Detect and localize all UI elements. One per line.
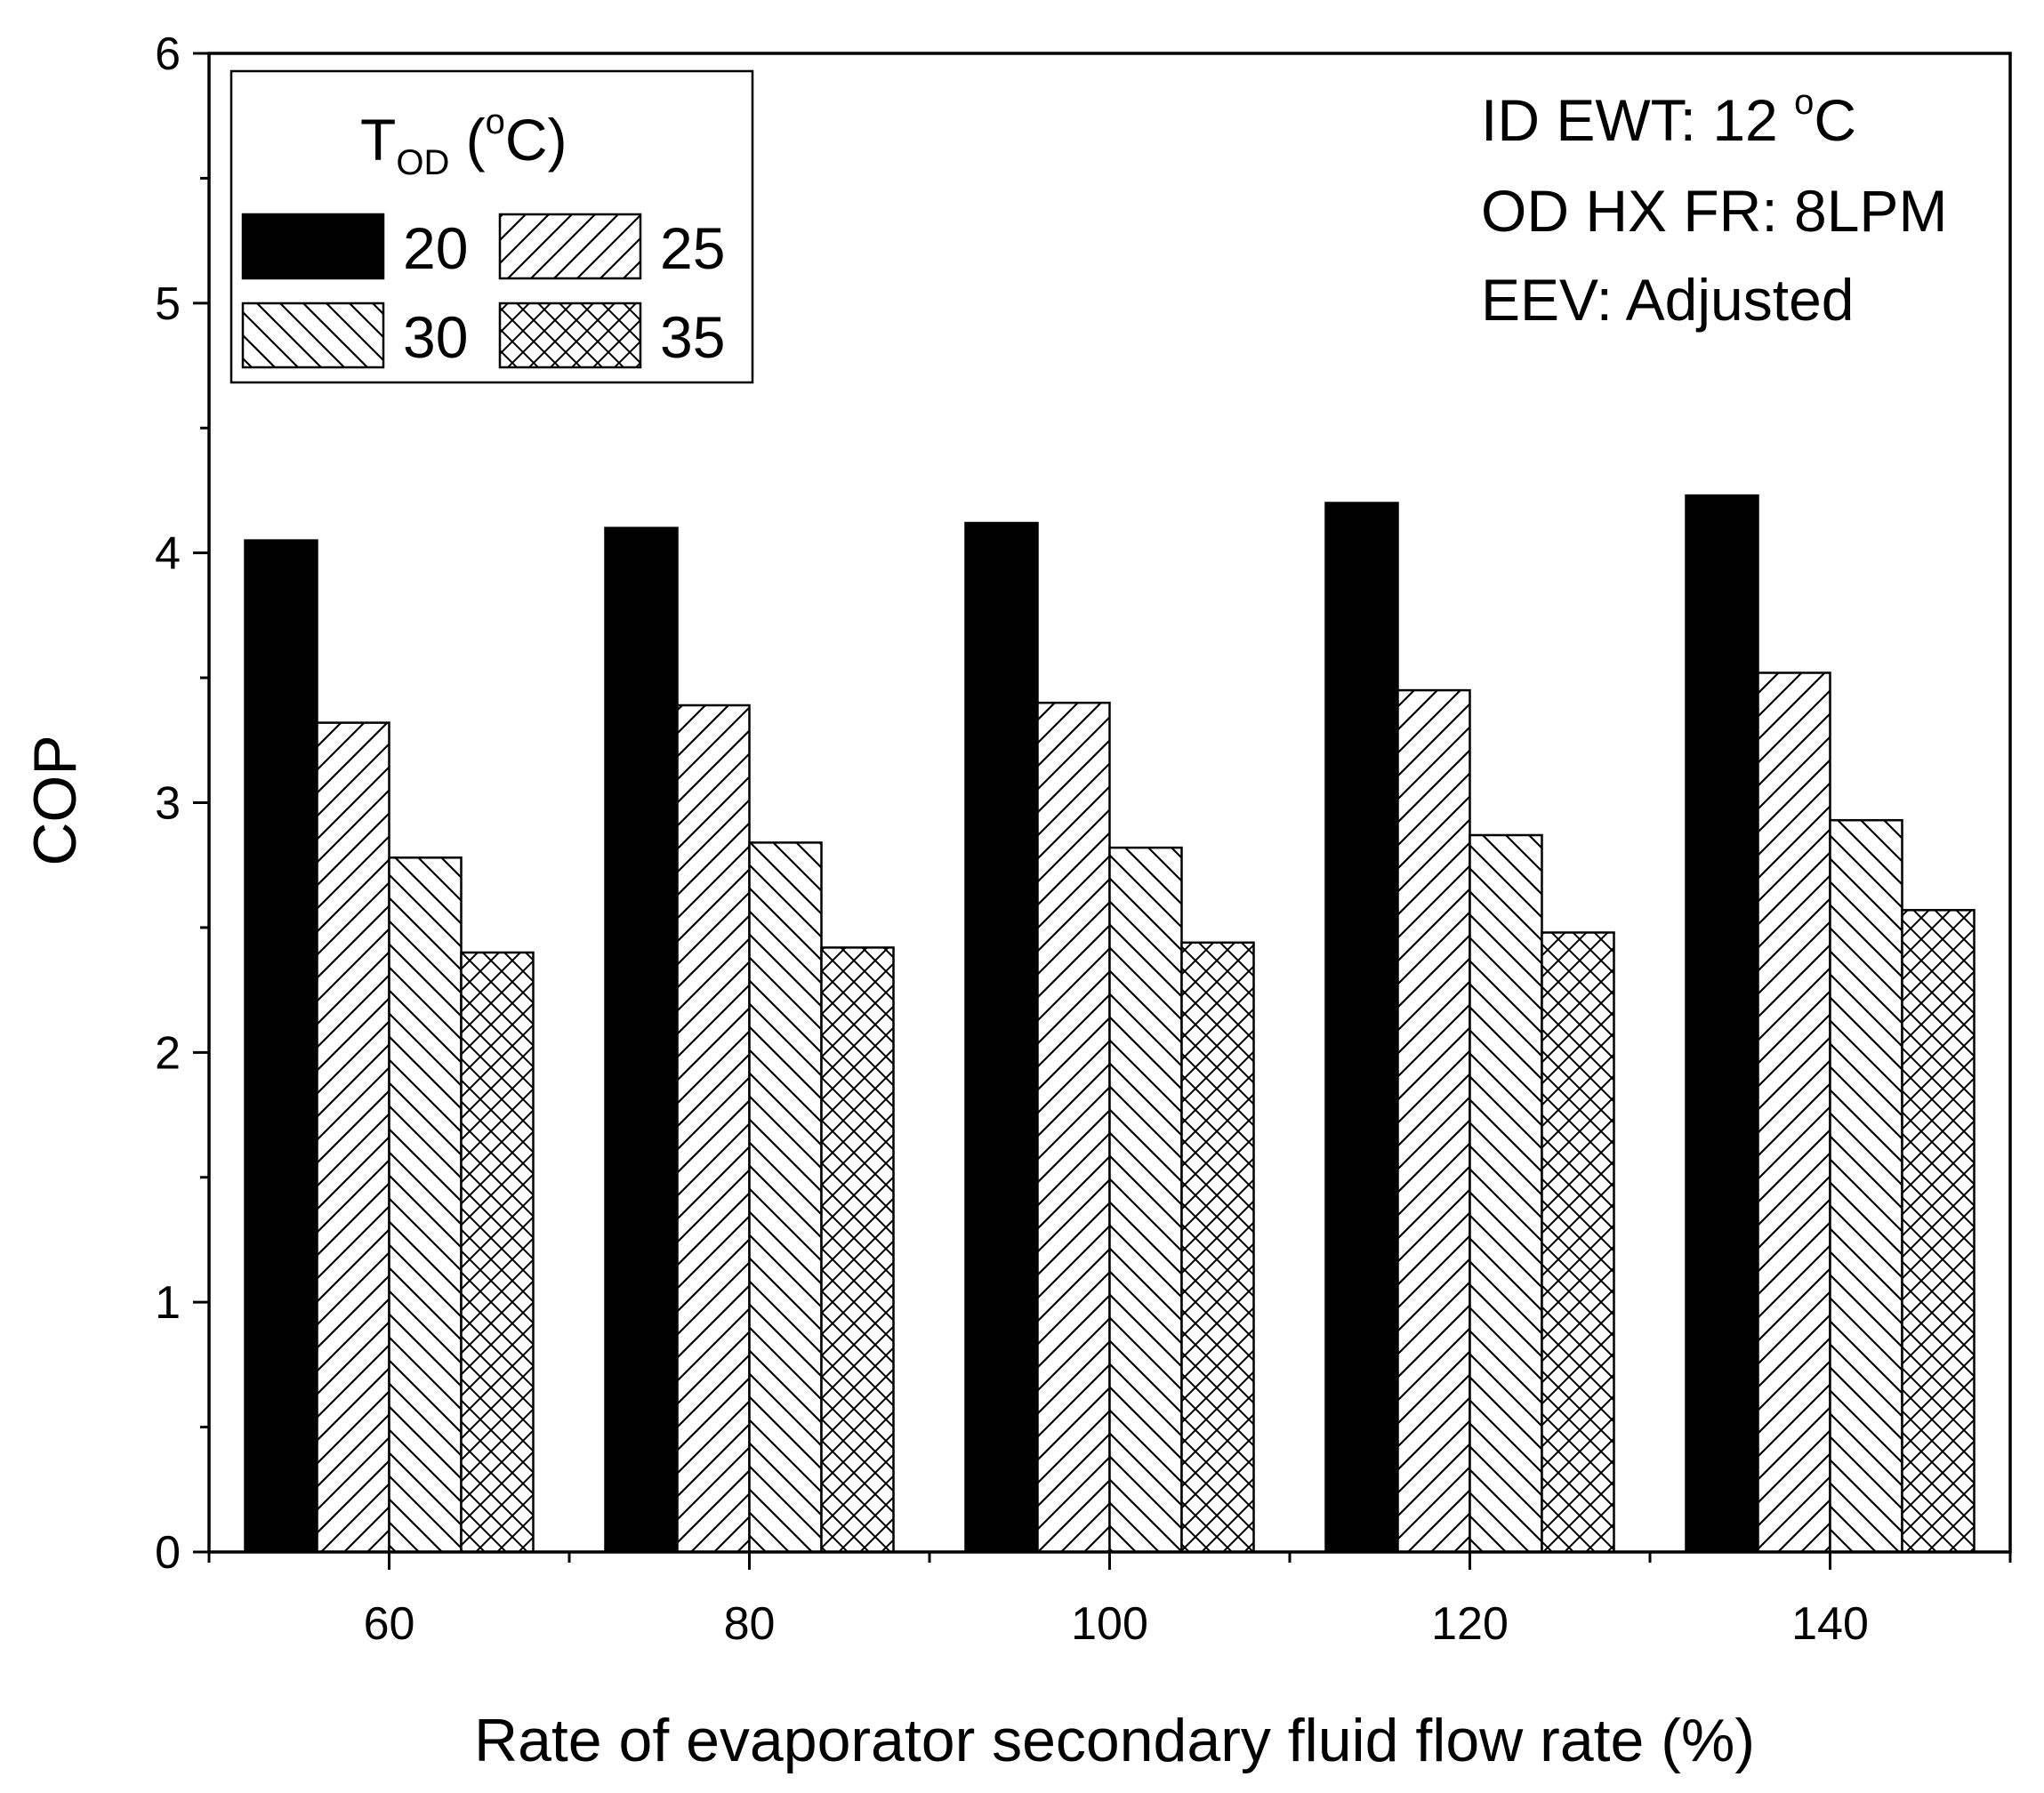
note-id-ewt-sup: o bbox=[1794, 83, 1814, 122]
legend-title-sup: o bbox=[486, 102, 505, 141]
bar-30-at-100 bbox=[1108, 846, 1183, 1554]
legend-label-30: 30 bbox=[403, 304, 468, 370]
y-tick-label: 4 bbox=[155, 528, 181, 580]
bar-35-at-80 bbox=[820, 946, 895, 1554]
x-tick-label: 80 bbox=[724, 1598, 776, 1650]
y-tick-label: 1 bbox=[155, 1277, 181, 1329]
legend-title: TOD (oC) bbox=[360, 102, 567, 182]
bar-25-at-80 bbox=[676, 704, 751, 1554]
legend-label-20: 20 bbox=[403, 215, 468, 281]
bar-35-at-120 bbox=[1541, 931, 1615, 1554]
bar-25-at-100 bbox=[1036, 701, 1111, 1554]
bar-30-at-120 bbox=[1469, 833, 1543, 1554]
bar-25-at-120 bbox=[1396, 688, 1471, 1554]
legend: TOD (oC) 20 25 30 35 bbox=[229, 69, 754, 384]
bar-25-at-60 bbox=[316, 721, 390, 1554]
y-tick-label: 2 bbox=[155, 1027, 181, 1079]
legend-title-open: ( bbox=[449, 107, 485, 173]
note-od-hx-fr: OD HX FR: 8LPM bbox=[1481, 178, 1947, 244]
axes: 0 1 2 3 4 5 6 60 80 100 120 140 bbox=[155, 28, 2012, 1650]
note-eev: EEV: Adjusted bbox=[1481, 267, 1855, 333]
bar-30-at-80 bbox=[748, 841, 823, 1554]
bar-20-at-80 bbox=[604, 527, 679, 1554]
y-tick-label: 6 bbox=[155, 28, 181, 80]
x-axis-title: Rate of evaporator secondary fluid flow … bbox=[474, 1707, 1755, 1774]
x-tick-label: 120 bbox=[1431, 1598, 1509, 1650]
legend-swatch-25 bbox=[498, 213, 642, 280]
bar-25-at-140 bbox=[1757, 671, 1831, 1554]
condition-notes: ID EWT: 12 oC OD HX FR: 8LPM EEV: Adjust… bbox=[1481, 83, 1947, 333]
note-id-ewt-main: ID EWT: 12 bbox=[1481, 87, 1794, 153]
bar-30-at-60 bbox=[388, 856, 463, 1554]
legend-swatch-35 bbox=[498, 302, 642, 369]
legend-frame bbox=[229, 69, 754, 384]
bar-35-at-60 bbox=[460, 951, 535, 1554]
legend-label-35: 35 bbox=[660, 304, 725, 370]
legend-swatch-20 bbox=[241, 213, 385, 280]
bar-20-at-140 bbox=[1685, 494, 1759, 1554]
bar-20-at-100 bbox=[964, 521, 1039, 1554]
x-tick-label: 100 bbox=[1071, 1598, 1148, 1650]
y-tick-label: 3 bbox=[155, 778, 181, 830]
legend-label-25: 25 bbox=[660, 215, 725, 281]
plot-area bbox=[244, 494, 1976, 1554]
bar-35-at-140 bbox=[1901, 909, 1976, 1554]
bar-35-at-100 bbox=[1180, 941, 1255, 1554]
bar-20-at-60 bbox=[244, 539, 318, 1554]
note-id-ewt-end: C bbox=[1814, 87, 1856, 153]
legend-swatch-30 bbox=[241, 302, 385, 369]
x-tick-label: 140 bbox=[1791, 1598, 1869, 1650]
bar-20-at-120 bbox=[1324, 502, 1399, 1554]
legend-title-sub: OD bbox=[396, 143, 449, 182]
legend-title-main: T bbox=[360, 107, 396, 173]
note-id-ewt: ID EWT: 12 oC bbox=[1481, 83, 1856, 153]
y-axis-title: COP bbox=[21, 735, 89, 865]
y-tick-label: 5 bbox=[155, 278, 181, 330]
x-tick-label: 60 bbox=[364, 1598, 415, 1650]
bar-30-at-140 bbox=[1829, 818, 1903, 1554]
y-tick-label: 0 bbox=[155, 1527, 181, 1579]
legend-title-close: C) bbox=[505, 107, 567, 173]
